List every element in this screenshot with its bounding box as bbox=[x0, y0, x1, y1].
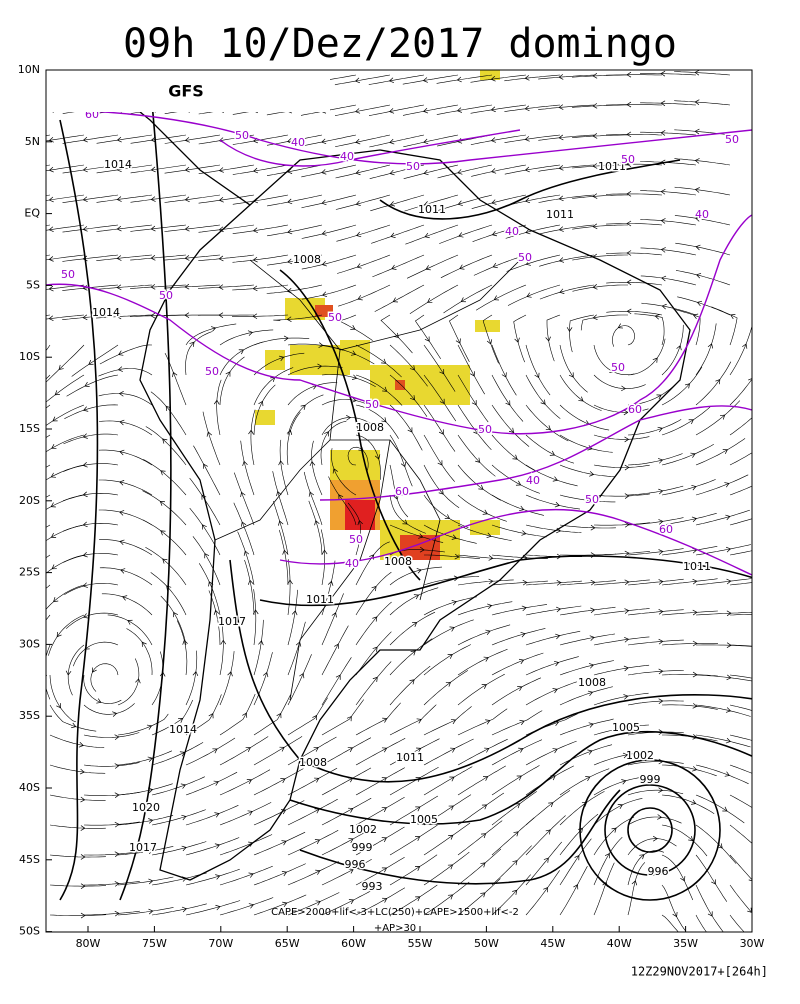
isobar-label: 996 bbox=[648, 865, 669, 878]
lon-label: 60W bbox=[341, 937, 366, 950]
isobar-label: 1008 bbox=[578, 676, 606, 689]
isobar-label: 1002 bbox=[626, 749, 654, 762]
lon-label: 65W bbox=[275, 937, 300, 950]
cape-area bbox=[370, 365, 470, 405]
lat-label: 45S bbox=[19, 853, 40, 866]
thickness-label: 50 bbox=[365, 398, 379, 411]
thickness-label: 40 bbox=[340, 150, 354, 163]
isobar-label: 1017 bbox=[218, 615, 246, 628]
thickness-label: 50 bbox=[235, 129, 249, 142]
cape-area bbox=[395, 380, 405, 390]
lon-label: 75W bbox=[142, 937, 167, 950]
lat-label: 20S bbox=[19, 494, 40, 507]
isobar-label: 1011 bbox=[306, 593, 334, 606]
thickness-label: 50 bbox=[611, 361, 625, 374]
isobar-label: 1014 bbox=[92, 306, 120, 319]
thickness-label: 60 bbox=[395, 485, 409, 498]
cape-area bbox=[470, 520, 500, 535]
thickness-label: 50 bbox=[349, 533, 363, 546]
thickness-label: 50 bbox=[478, 423, 492, 436]
isobar-label: 996 bbox=[345, 858, 366, 871]
thickness-label: 40 bbox=[345, 557, 359, 570]
isobar-label: 1008 bbox=[384, 555, 412, 568]
isobar-label: 1008 bbox=[293, 253, 321, 266]
isobar-label: 1011 bbox=[683, 560, 711, 573]
thickness-label: 50 bbox=[328, 311, 342, 324]
thickness-label: 40 bbox=[526, 474, 540, 487]
cape-area bbox=[265, 350, 285, 370]
lon-label: 40W bbox=[607, 937, 632, 950]
run-label: 12Z29NOV2017+[264h] bbox=[631, 965, 768, 979]
isobar-label: 1017 bbox=[129, 841, 157, 854]
thickness-label: 50 bbox=[585, 493, 599, 506]
lat-label: EQ bbox=[24, 207, 40, 220]
thickness-label: 50 bbox=[159, 289, 173, 302]
cape-area bbox=[475, 320, 500, 332]
lat-label: 35S bbox=[19, 709, 40, 722]
lat-label: 50S bbox=[19, 925, 40, 938]
lon-label: 35W bbox=[673, 937, 698, 950]
lon-label: 30W bbox=[740, 937, 765, 950]
lat-label: 10S bbox=[19, 350, 40, 363]
model-label: GFS bbox=[168, 82, 204, 101]
thickness-label: 50 bbox=[518, 251, 532, 264]
isobar-label: 1014 bbox=[169, 723, 197, 736]
thickness-label: 40 bbox=[695, 208, 709, 221]
thickness-label: 50 bbox=[205, 365, 219, 378]
lat-label: 40S bbox=[19, 781, 40, 794]
thickness-label: 60 bbox=[628, 403, 642, 416]
lat-label: 5S bbox=[26, 278, 40, 291]
isobar-label: 1005 bbox=[612, 721, 640, 734]
isobar-label: 1020 bbox=[132, 801, 160, 814]
isobar-label: 999 bbox=[352, 841, 373, 854]
lon-label: 55W bbox=[408, 937, 433, 950]
isobar-label: 1011 bbox=[396, 751, 424, 764]
thickness-label: 40 bbox=[505, 225, 519, 238]
thickness-label: 40 bbox=[291, 136, 305, 149]
thickness-label: 50 bbox=[61, 268, 75, 281]
thickness-label: 50 bbox=[725, 133, 739, 146]
lon-label: 80W bbox=[76, 937, 101, 950]
isobar-label: 1008 bbox=[356, 421, 384, 434]
isobar-label: 1011 bbox=[546, 208, 574, 221]
isobar-label: 999 bbox=[640, 773, 661, 786]
lon-label: 70W bbox=[208, 937, 233, 950]
isobar-label: 1014 bbox=[104, 158, 132, 171]
thickness-label: 50 bbox=[406, 160, 420, 173]
isobar-label: 1011 bbox=[418, 203, 446, 216]
lat-label: 5N bbox=[25, 135, 40, 148]
lat-label: 30S bbox=[19, 637, 40, 650]
map-title: 09h 10/Dez/2017 domingo bbox=[123, 21, 677, 67]
cape-area bbox=[340, 340, 370, 370]
lat-label: 25S bbox=[19, 566, 40, 579]
lon-label: 50W bbox=[474, 937, 499, 950]
thickness-label: 50 bbox=[621, 153, 635, 166]
isobar-label: 993 bbox=[362, 880, 383, 893]
legend-note: +AP>30 bbox=[374, 923, 416, 934]
lat-label: 15S bbox=[19, 422, 40, 435]
isobar-label: 1005 bbox=[410, 813, 438, 826]
lon-label: 45W bbox=[540, 937, 565, 950]
lat-label: 10N bbox=[18, 63, 40, 76]
legend-note: CAPE>2000+lif<-3+LC(250)+CAPE>1500+lif<-… bbox=[271, 907, 519, 918]
isobar-label: 1002 bbox=[349, 823, 377, 836]
isobar-label: 1008 bbox=[299, 756, 327, 769]
thickness-label: 60 bbox=[659, 523, 673, 536]
